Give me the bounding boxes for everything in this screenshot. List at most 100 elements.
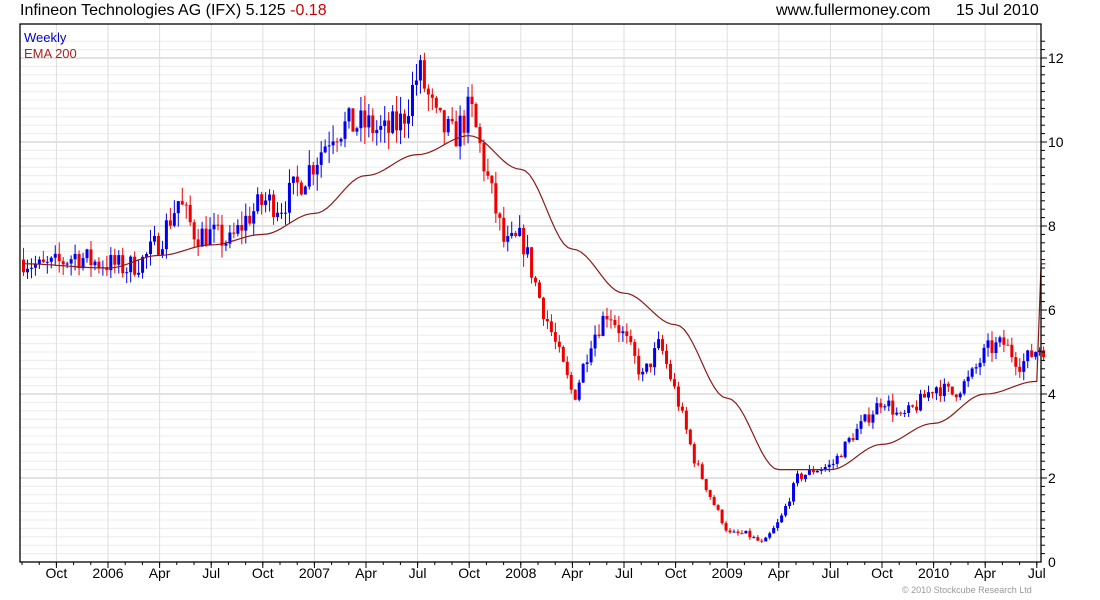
candle-up (815, 470, 819, 473)
candle-down (272, 194, 276, 217)
candle-up (962, 381, 966, 394)
candle-up (176, 201, 180, 214)
candle-down (522, 227, 526, 255)
candle-up (807, 469, 811, 475)
y-tick-label: 8 (1048, 218, 1056, 234)
candle-up (45, 261, 49, 263)
candle-down (1002, 337, 1006, 345)
candle-up (212, 224, 216, 230)
y-tick-label: 2 (1048, 470, 1056, 486)
candle-up (581, 364, 585, 383)
candle-down (704, 479, 708, 490)
candle-down (311, 165, 315, 175)
candle-up (145, 253, 149, 257)
candle-down (899, 412, 903, 414)
candle-up (831, 463, 835, 465)
candle-up (657, 339, 661, 349)
candle-down (915, 406, 919, 411)
candle-up (942, 383, 946, 397)
candle-down (438, 107, 442, 111)
last-price: 5.125 (245, 2, 286, 19)
candle-down (442, 110, 446, 133)
candle-up (33, 264, 37, 268)
candle-up (276, 212, 280, 217)
candle-down (156, 235, 160, 255)
candle-down (573, 389, 577, 400)
candle-down (613, 319, 617, 326)
candle-up (510, 232, 514, 237)
candle-up (768, 533, 772, 538)
candle-down (605, 316, 609, 320)
candle-up (641, 371, 645, 375)
candle-up (264, 200, 268, 205)
candle-up (244, 215, 248, 231)
candle-up (291, 176, 295, 183)
candle-up (863, 414, 867, 422)
candle-down (799, 473, 803, 480)
candle-up (823, 466, 827, 470)
candle-down (470, 96, 474, 105)
candle-down (77, 253, 81, 269)
candle-up (919, 393, 923, 411)
candle-up (268, 194, 272, 201)
candle-down (891, 400, 895, 415)
candle-down (494, 183, 498, 214)
candle-down (923, 393, 927, 398)
candle-up (25, 268, 29, 273)
candle-down (299, 182, 303, 195)
candle-up (958, 393, 962, 398)
candle-up (764, 537, 768, 542)
candle-down (597, 334, 601, 336)
candle-up (966, 376, 970, 382)
ema-200-line (22, 135, 1046, 471)
candle-down (720, 509, 724, 524)
candle-up (772, 527, 776, 534)
candle-down (422, 60, 426, 89)
candle-up (53, 253, 57, 258)
candle-down (89, 249, 93, 266)
candle-down (1014, 357, 1018, 367)
candle-up (843, 441, 847, 458)
candle-up (347, 108, 351, 122)
candle-down (1030, 350, 1034, 357)
candle-down (184, 204, 188, 206)
candle-up (164, 220, 168, 250)
candle-down (867, 414, 871, 423)
candle-down (240, 225, 244, 231)
candle-up (506, 236, 510, 242)
candle-up (327, 145, 331, 147)
candle-up (307, 165, 311, 187)
chart-title: Infineon Technologies AG (IFX) 5.125 -0.… (20, 2, 327, 20)
x-tick-label: Oct (458, 565, 480, 581)
candle-up (141, 256, 145, 273)
candle-up (355, 128, 359, 132)
candle-down (482, 143, 486, 172)
candle-down (811, 469, 815, 473)
candle-down (232, 232, 236, 234)
legend-weekly: Weekly (24, 30, 67, 45)
y-tick-label: 10 (1048, 134, 1064, 150)
candle-down (260, 194, 264, 205)
candle-up (81, 258, 85, 269)
candle-up (343, 121, 347, 139)
candle-down (748, 530, 752, 538)
candle-up (788, 501, 792, 507)
candle-down (736, 531, 740, 534)
candle-up (323, 146, 327, 153)
copyright: © 2010 Stockcube Research Ltd (902, 585, 1032, 595)
site-url: www.fullermoney.com (776, 2, 931, 19)
candle-down (192, 222, 196, 240)
candle-down (220, 224, 224, 246)
candle-down (569, 374, 573, 390)
candle-up (49, 257, 53, 262)
candle-up (577, 382, 581, 400)
candle-down (938, 387, 942, 397)
candle-up (847, 438, 851, 442)
candle-down (549, 321, 553, 333)
candle-up (125, 272, 129, 274)
candle-up (986, 340, 990, 348)
candle-up (303, 186, 307, 195)
candle-down (295, 176, 299, 183)
candle-up (446, 119, 450, 133)
candle-up (228, 232, 232, 244)
